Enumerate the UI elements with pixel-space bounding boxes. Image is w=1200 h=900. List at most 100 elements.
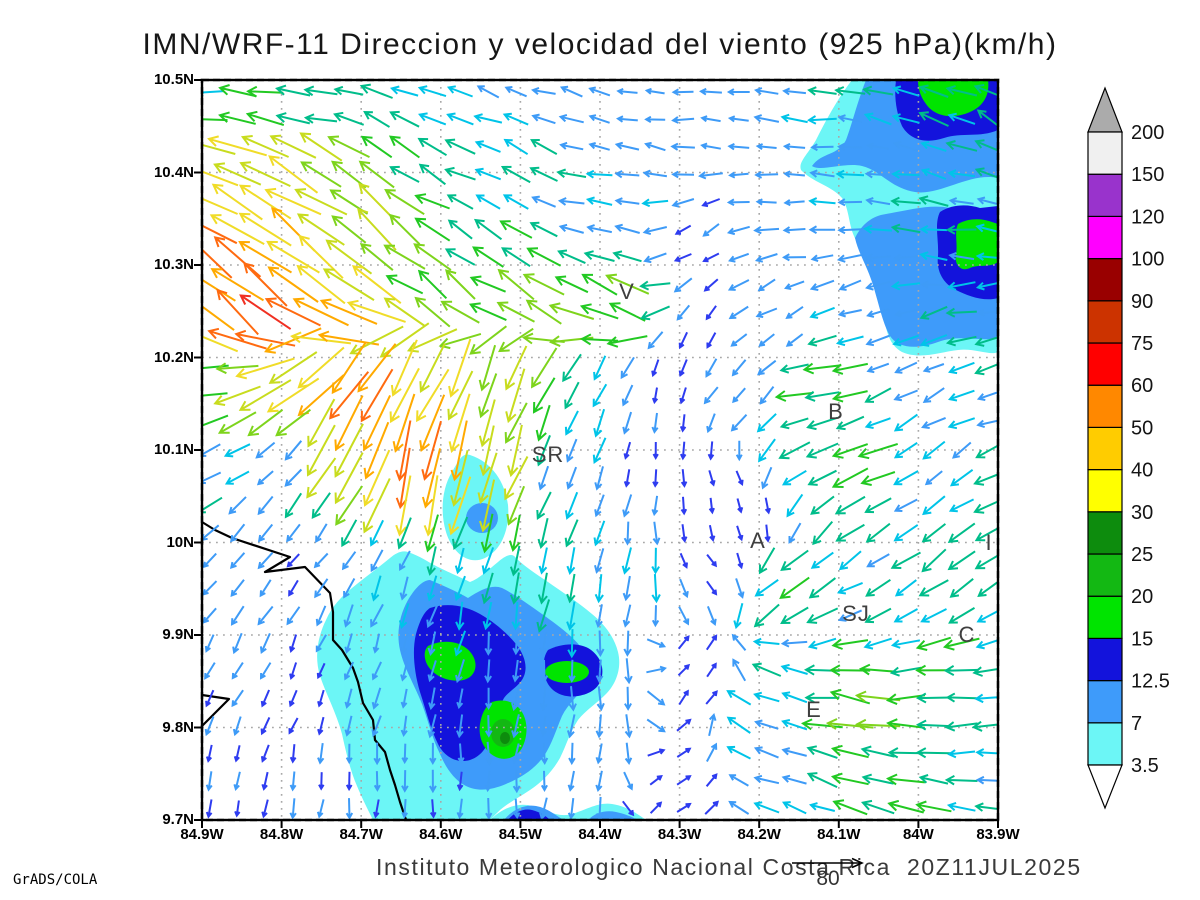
colorbar-over-arrow (1087, 86, 1123, 133)
wind-arrow (947, 112, 976, 125)
wind-arrow (891, 113, 920, 124)
station-label-B: B (828, 399, 844, 424)
wind-arrow (456, 688, 464, 710)
wind-arrow (284, 440, 303, 461)
wind-arrow (676, 304, 691, 321)
wind-arrow (559, 141, 584, 151)
wind-arrow (614, 141, 640, 151)
wind-arrow (593, 408, 606, 438)
wind-arrow (755, 307, 778, 318)
wind-arrow (915, 800, 952, 813)
wind-arrow (446, 112, 474, 126)
wind-arrow (757, 359, 777, 376)
wind-arrow (705, 358, 718, 378)
wind-arrow (448, 338, 472, 398)
wind-arrow (316, 662, 326, 680)
wind-arrow (809, 306, 835, 319)
wind-arrow (539, 797, 548, 820)
wind-arrow (289, 798, 297, 820)
colorbar-band (1087, 258, 1123, 302)
wind-arrow (566, 714, 576, 739)
wind-arrow (288, 689, 298, 708)
lon-tick-label: 84.6W (419, 826, 463, 843)
wind-arrow (893, 470, 919, 486)
wind-arrow (893, 413, 918, 432)
wind-arrow (454, 575, 466, 602)
wind-arrow (456, 714, 464, 739)
wind-arrow (202, 278, 236, 302)
wind-arrow (245, 110, 285, 127)
wind-arrow (480, 513, 494, 554)
wind-arrow (202, 607, 217, 624)
wind-arrow (315, 605, 327, 627)
wind-arrow (484, 659, 493, 684)
wind-arrow (259, 662, 272, 680)
wind-arrow (646, 638, 667, 648)
wind-arrow (389, 165, 420, 183)
wind-arrow (731, 359, 747, 377)
wind-arrow (289, 634, 298, 653)
wind-arrow (529, 166, 558, 182)
wind-arrow (808, 225, 836, 234)
wind-arrow (705, 634, 718, 651)
wind-arrow (396, 517, 412, 550)
wind-arrow (557, 197, 585, 206)
wind-arrow (948, 607, 976, 624)
wind-arrow (506, 485, 526, 526)
wind-arrow (623, 521, 632, 546)
map-svg: V B SR A I SJ C E (194, 78, 1000, 828)
wind-arrow (974, 554, 998, 570)
station-label-SR: SR (532, 442, 565, 467)
wind-arrow (298, 234, 344, 279)
wind-arrow (429, 799, 437, 819)
wind-arrow (616, 115, 638, 123)
wind-arrow (275, 408, 312, 437)
wind-arrow (680, 496, 688, 516)
wind-arrow (678, 606, 690, 626)
wind-arrow (522, 273, 565, 296)
wind-arrow (706, 662, 717, 678)
wind-arrow (343, 604, 354, 628)
wind-arrow (698, 87, 722, 96)
wind-arrow (622, 604, 632, 628)
wind-arrow (949, 578, 974, 598)
wind-arrow (864, 607, 892, 624)
wind-arrow (785, 333, 804, 347)
wind-arrow (429, 769, 437, 794)
colorbar-label: 75 (1131, 333, 1153, 355)
wind-arrow (234, 800, 241, 818)
wind-arrow (731, 633, 747, 651)
colorbar-band (1087, 384, 1123, 429)
wind-arrow (614, 170, 640, 179)
wind-arrow (892, 140, 919, 152)
wind-arrow (706, 553, 718, 568)
wind-arrow (531, 195, 556, 208)
wind-arrow (642, 226, 668, 236)
wind-arrow (812, 520, 834, 546)
wind-arrow (592, 383, 608, 408)
wind-arrow (730, 414, 748, 432)
wind-arrow (831, 467, 869, 488)
colorbar-label: 200 (1131, 122, 1164, 144)
wind-arrow (529, 221, 558, 238)
wind-arrow (266, 377, 320, 413)
wind-arrow (708, 470, 716, 487)
wind-arrow (862, 85, 894, 96)
wind-arrow (333, 85, 364, 96)
wind-arrow (313, 552, 329, 569)
wind-arrow (229, 552, 246, 569)
lon-tick-label: 84.4W (578, 826, 622, 843)
wind-arrow (454, 547, 465, 575)
colorbar-band (1087, 722, 1123, 766)
wind-arrow (240, 135, 289, 158)
wind-arrow (204, 634, 215, 653)
wind-arrow (508, 514, 521, 553)
wind-arrow (919, 334, 948, 347)
colorbar-label: 15 (1131, 628, 1153, 650)
wind-arrow (343, 661, 355, 681)
wind-arrow (417, 269, 448, 300)
wind-arrow (708, 713, 717, 737)
wind-arrow (389, 110, 420, 128)
wind-arrow (474, 167, 502, 181)
wind-arrow (484, 687, 493, 710)
